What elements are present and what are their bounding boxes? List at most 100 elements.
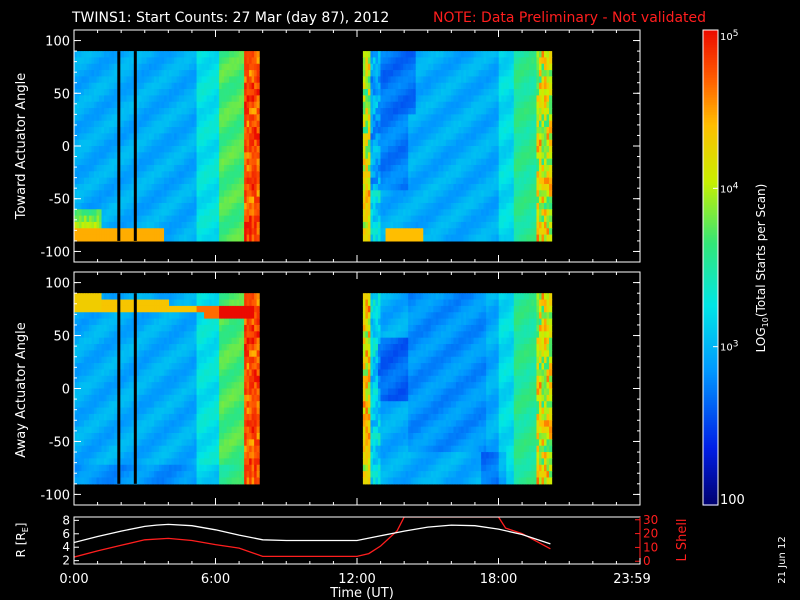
heat-cell bbox=[453, 108, 457, 115]
heat-cell bbox=[244, 133, 248, 141]
heat-cell bbox=[221, 152, 225, 160]
heat-cell bbox=[91, 375, 95, 383]
heat-cell bbox=[81, 471, 85, 479]
heat-cell bbox=[476, 196, 480, 204]
heat-cell bbox=[254, 82, 258, 90]
heat-cell bbox=[488, 164, 492, 172]
heat-cell bbox=[498, 101, 502, 109]
heat-cell bbox=[194, 108, 198, 115]
heat-cell bbox=[506, 89, 510, 96]
heat-cell bbox=[196, 89, 200, 96]
heat-cell bbox=[413, 89, 417, 96]
heat-cell bbox=[101, 215, 105, 223]
heat-cell bbox=[508, 190, 512, 198]
heat-cell bbox=[89, 82, 93, 90]
heat-cell bbox=[415, 221, 419, 229]
heat-cell bbox=[104, 63, 108, 71]
heat-cell bbox=[533, 114, 538, 122]
heat-cell bbox=[96, 177, 100, 185]
heat-cell bbox=[445, 133, 450, 141]
heat-cell bbox=[476, 114, 480, 122]
heat-cell bbox=[508, 108, 512, 115]
heat-cell bbox=[375, 70, 379, 77]
heat-cell bbox=[76, 363, 80, 371]
heat-cell bbox=[486, 177, 490, 185]
heat-cell bbox=[139, 114, 143, 122]
heat-cell bbox=[413, 114, 417, 122]
heat-cell bbox=[521, 70, 525, 77]
heat-cell bbox=[216, 171, 220, 179]
heat-cell bbox=[398, 171, 402, 179]
heat-cell bbox=[79, 164, 83, 172]
heat-cell bbox=[393, 228, 397, 236]
heat-cell bbox=[398, 177, 402, 185]
heat-cell bbox=[99, 89, 103, 96]
heat-cell bbox=[254, 158, 258, 166]
heat-cell bbox=[74, 388, 78, 396]
heat-cell bbox=[455, 63, 460, 71]
heat-cell bbox=[81, 95, 85, 103]
heat-cell bbox=[458, 57, 462, 65]
heat-cell bbox=[189, 120, 193, 128]
heat-cell bbox=[478, 120, 482, 128]
heat-cell bbox=[86, 76, 90, 84]
heat-cell bbox=[526, 209, 530, 217]
heat-cell bbox=[483, 89, 487, 96]
heat-cell bbox=[236, 95, 240, 103]
heat-cell bbox=[496, 82, 500, 90]
heat-cell bbox=[74, 190, 78, 198]
heat-cell bbox=[129, 202, 133, 210]
heat-cell bbox=[408, 127, 412, 134]
heat-cell bbox=[440, 101, 444, 109]
heat-cell bbox=[458, 101, 462, 109]
heat-cell bbox=[468, 63, 472, 71]
heat-cell bbox=[496, 196, 500, 204]
heat-cell bbox=[478, 108, 482, 115]
heat-cell bbox=[89, 202, 93, 210]
heat-cell bbox=[144, 146, 148, 153]
heat-cell bbox=[466, 63, 470, 71]
heat-cell bbox=[146, 139, 150, 147]
heat-cell bbox=[370, 171, 374, 179]
heat-cell bbox=[99, 420, 103, 428]
heat-cell bbox=[231, 152, 235, 160]
heat-cell bbox=[549, 152, 553, 160]
heat-cell bbox=[380, 114, 384, 122]
heat-cell bbox=[388, 146, 392, 153]
heat-cell bbox=[388, 95, 392, 103]
heat-cell bbox=[239, 177, 243, 185]
heat-cell bbox=[438, 70, 442, 77]
heat-cell bbox=[204, 158, 208, 166]
heat-cell bbox=[423, 146, 427, 153]
heat-cell bbox=[139, 95, 143, 103]
heat-cell bbox=[481, 215, 485, 223]
heat-cell bbox=[91, 70, 95, 77]
heat-cell bbox=[430, 139, 434, 147]
heat-cell bbox=[79, 394, 83, 402]
heat-cell bbox=[483, 164, 487, 172]
heat-cell bbox=[86, 127, 90, 134]
heat-cell bbox=[544, 82, 548, 90]
heat-cell bbox=[139, 158, 143, 166]
heat-cell bbox=[96, 388, 100, 396]
heat-cell bbox=[126, 190, 130, 198]
heat-cell bbox=[126, 228, 130, 236]
heat-cell bbox=[74, 452, 78, 459]
heat-cell bbox=[154, 82, 158, 90]
heat-cell bbox=[458, 152, 462, 160]
heat-cell bbox=[114, 234, 118, 242]
heat-cell bbox=[159, 196, 163, 204]
heat-cell bbox=[521, 234, 525, 242]
heat-cell bbox=[516, 190, 520, 198]
heat-cell bbox=[89, 95, 93, 103]
heat-cell bbox=[139, 51, 143, 59]
heat-cell bbox=[473, 215, 477, 223]
heat-cell bbox=[483, 57, 487, 65]
heat-cell bbox=[231, 234, 235, 242]
heat-cell bbox=[119, 114, 123, 122]
heat-cell bbox=[546, 108, 550, 115]
heat-cell bbox=[129, 164, 133, 172]
heat-cell bbox=[486, 120, 490, 128]
heat-cell bbox=[536, 202, 540, 210]
heat-cell bbox=[428, 171, 432, 179]
